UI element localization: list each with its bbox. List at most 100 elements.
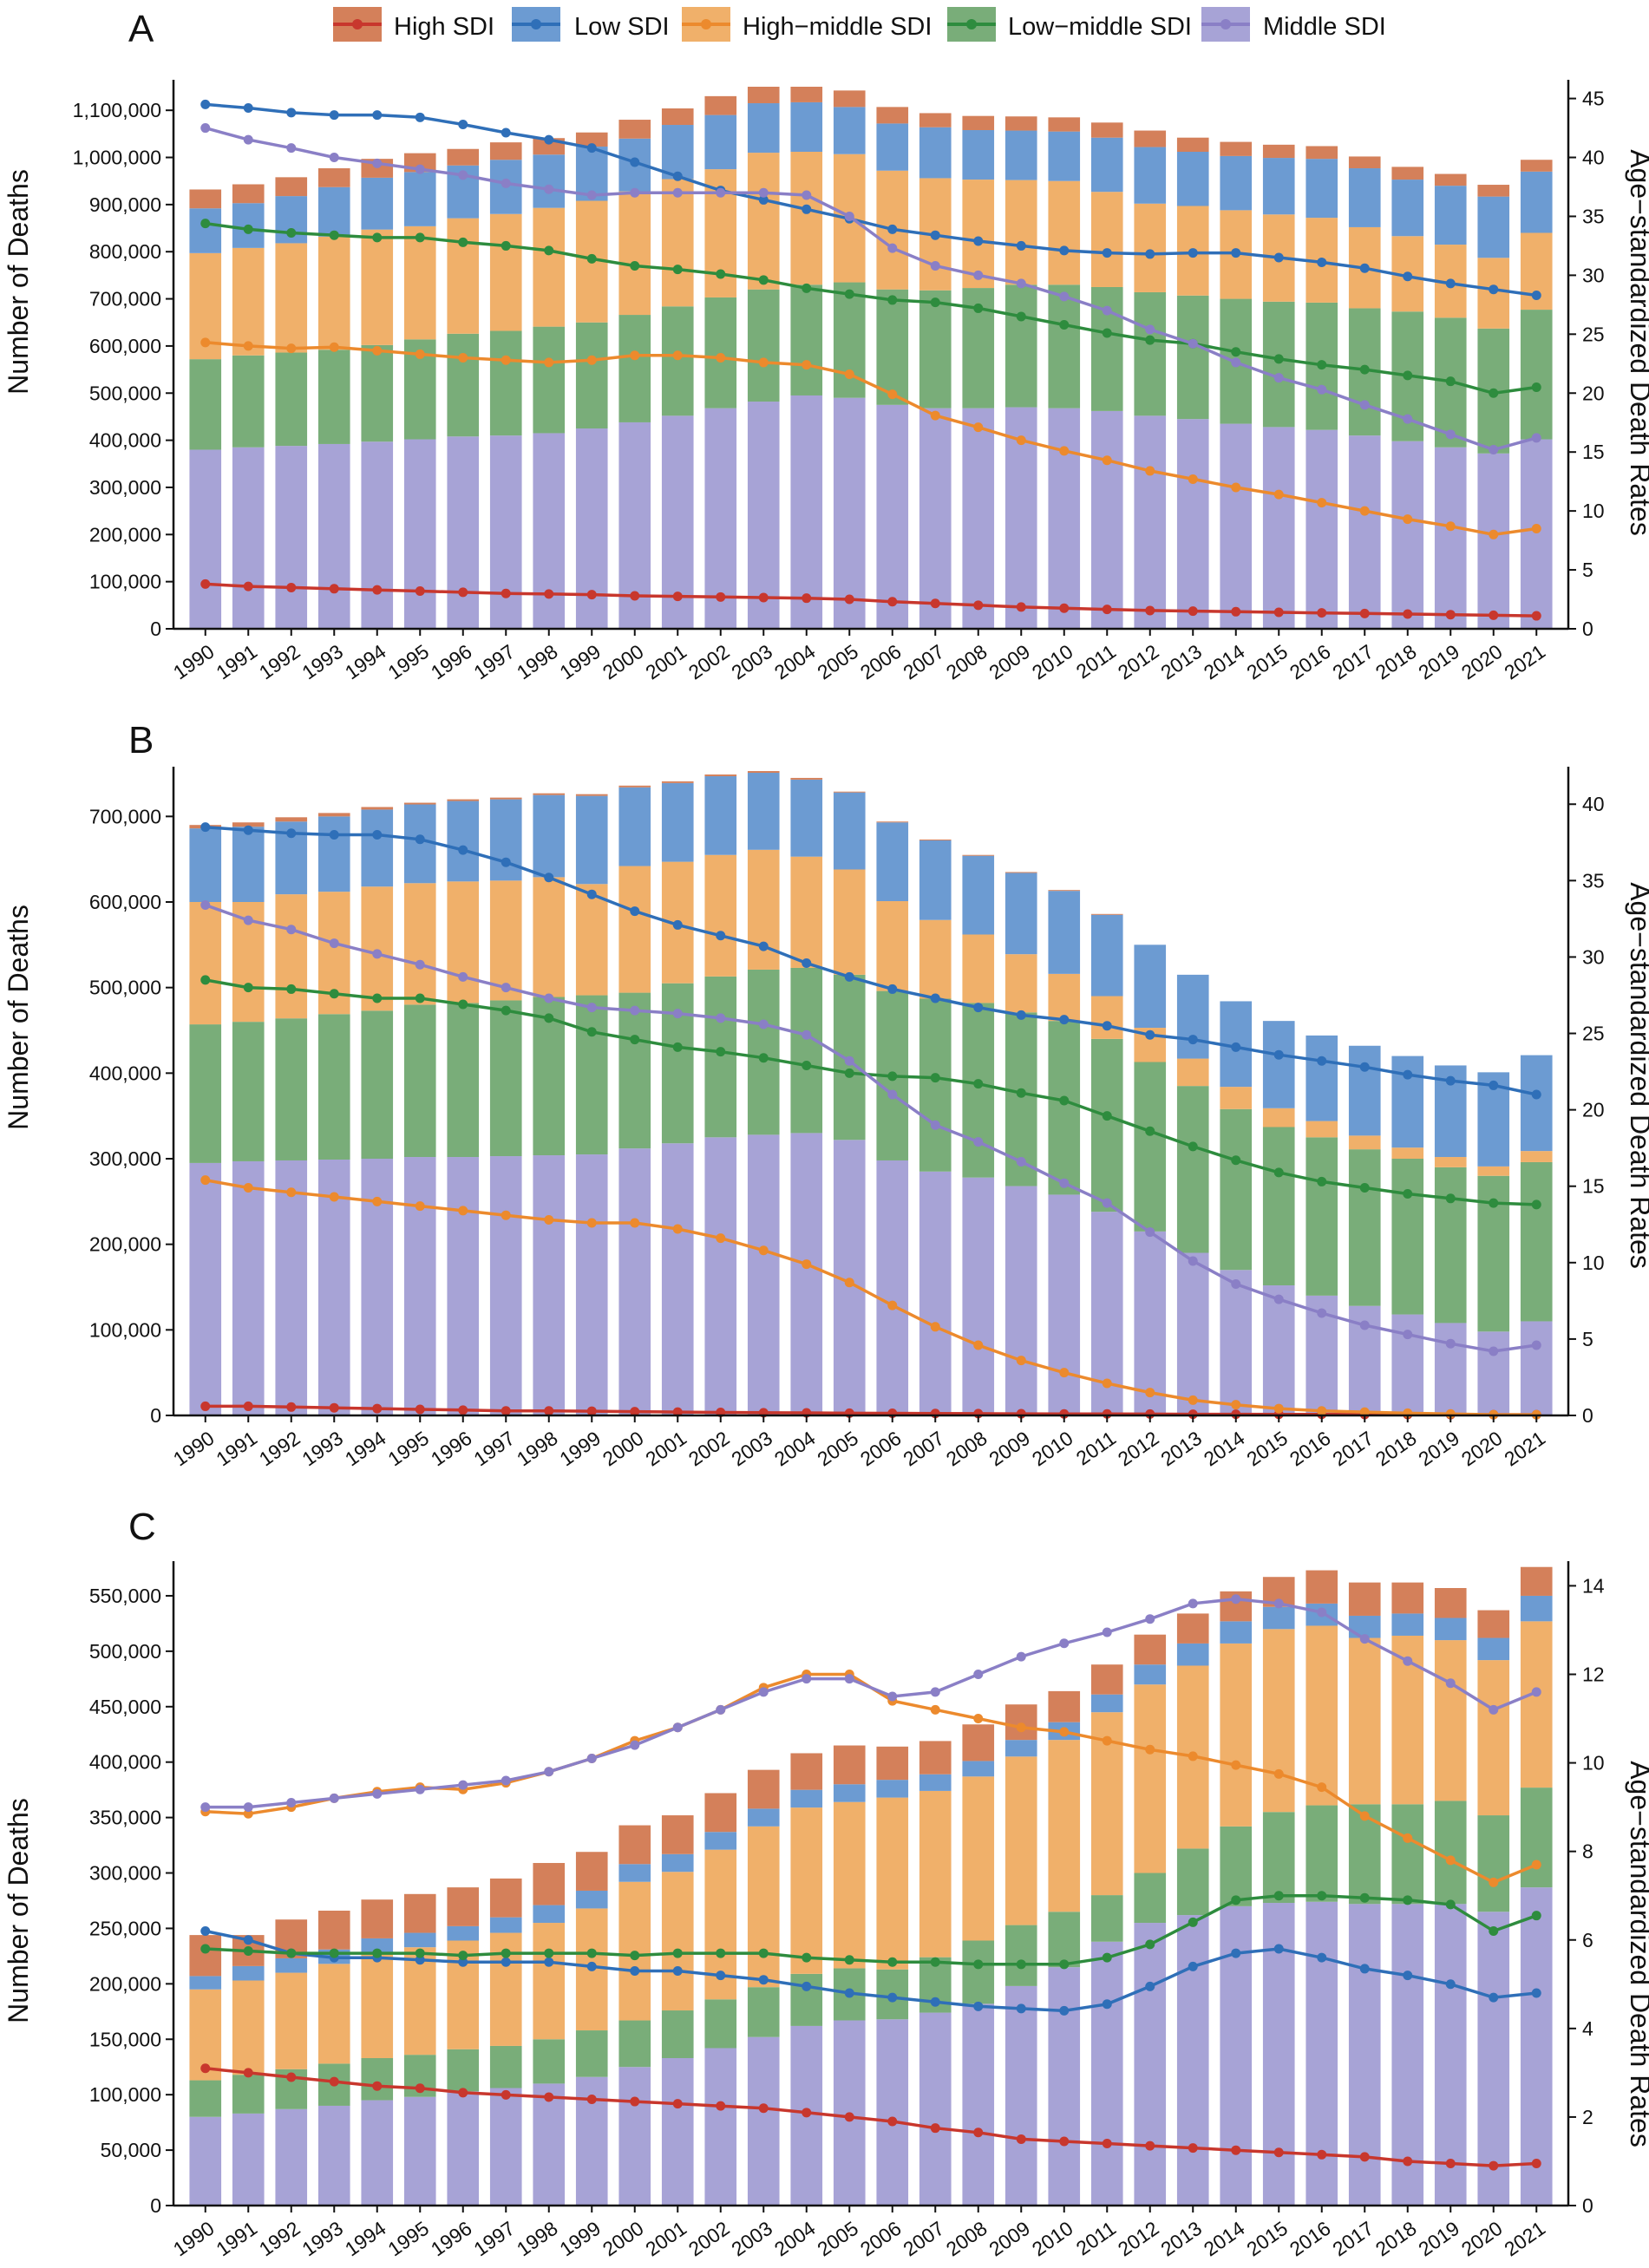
panel-c-point-high-sdi-2012 <box>1145 2141 1155 2151</box>
panel-b-point-low-middle-sdi-1992 <box>286 984 297 994</box>
panel-a-bar-middle-sdi-1993 <box>317 443 350 629</box>
panel-c-point-low-middle-sdi-2013 <box>1188 1917 1198 1927</box>
panel-a-point-low-sdi-2014 <box>1231 248 1241 258</box>
panel-a-point-high-middle-sdi-2004 <box>802 360 812 370</box>
panel-b-point-low-middle-sdi-2014 <box>1231 1155 1241 1166</box>
legend-item-low-sdi: Low SDI <box>512 7 670 42</box>
panel-c-bar-high-middle-sdi-1995 <box>403 1947 436 2056</box>
panel-c-point-low-middle-sdi-2004 <box>802 1952 812 1963</box>
panel-c-bar-high-sdi-2003 <box>747 1769 780 1809</box>
panel-c-bar-low-sdi-2007 <box>919 1774 952 1791</box>
panel-a-bar-middle-sdi-2017 <box>1348 435 1381 629</box>
panel-b-point-high-middle-sdi-1998 <box>544 1214 554 1225</box>
panel-a-xtick-label-2007: 2007 <box>899 640 948 684</box>
panel-a-point-low-sdi-1991 <box>243 102 253 113</box>
panel-b-y2tick-label: 35 <box>1582 869 1605 892</box>
panel-b-bar-low-sdi-1997 <box>489 799 522 881</box>
panel-c-bar-middle-sdi-2001 <box>661 2057 694 2206</box>
panel-c-xtick-label-2011: 2011 <box>1072 2217 1120 2260</box>
panel-a-bars <box>189 87 1553 629</box>
panel-b-bar-middle-sdi-1998 <box>533 1155 566 1415</box>
panel-c-bar-high-middle-sdi-2012 <box>1134 1684 1167 1873</box>
panel-c-bar-high-middle-sdi-2004 <box>790 1807 823 1974</box>
panel-b-bar-high-sdi-2006 <box>876 821 909 823</box>
panel-c-point-low-middle-sdi-2005 <box>844 1955 854 1965</box>
panel-b-xtick-label-2009: 2009 <box>985 1427 1034 1471</box>
panel-a-point-low-middle-sdi-2018 <box>1403 370 1413 381</box>
panel-b-bar-low-sdi-2007 <box>919 840 952 920</box>
panel-a-point-high-sdi-2015 <box>1273 607 1284 618</box>
panel-c-bar-high-sdi-2021 <box>1520 1566 1553 1596</box>
panel-a-bar-high-middle-sdi-1994 <box>361 229 394 345</box>
panel-a-bar-middle-sdi-2018 <box>1391 441 1424 629</box>
panel-a-bar-low-sdi-1990 <box>189 208 222 253</box>
panel-c-point-high-sdi-2015 <box>1273 2147 1284 2158</box>
panel-b-point-low-sdi-2008 <box>973 1003 984 1013</box>
panel-a-bar-low-sdi-1994 <box>361 177 394 230</box>
panel-c-bar-high-sdi-2006 <box>876 1746 909 1781</box>
panel-c-bar-low-middle-sdi-2011 <box>1090 1895 1123 1942</box>
panel-a-point-high-sdi-1999 <box>586 590 597 600</box>
panel-b-point-low-middle-sdi-1995 <box>415 993 425 1003</box>
panel-c-point-middle-sdi-1998 <box>544 1767 554 1777</box>
panel-c-point-high-sdi-2021 <box>1531 2159 1541 2169</box>
panel-c-bar-middle-sdi-2013 <box>1176 1915 1209 2206</box>
panel-a-bar-low-sdi-2004 <box>790 101 823 152</box>
panel-a-point-low-sdi-1996 <box>458 119 468 129</box>
panel-c-bar-high-middle-sdi-2001 <box>661 1872 694 2011</box>
panel-b-point-high-sdi-1992 <box>286 1402 297 1412</box>
panel-b-point-low-sdi-2010 <box>1059 1015 1070 1025</box>
panel-a-point-low-middle-sdi-2007 <box>930 297 940 308</box>
panel-b-bar-high-sdi-2000 <box>618 785 651 788</box>
panel-a-bar-low-middle-sdi-2000 <box>618 315 651 422</box>
panel-a-bar-middle-sdi-1996 <box>447 436 480 629</box>
panel-b-bar-middle-sdi-1996 <box>447 1157 480 1415</box>
panel-a-point-high-sdi-2009 <box>1016 602 1026 612</box>
panel-a-point-middle-sdi-2009 <box>1016 278 1026 289</box>
panel-b-bar-high-sdi-2010 <box>1048 890 1081 892</box>
panel-b-bar-middle-sdi-2004 <box>790 1133 823 1415</box>
panel-b-bar-middle-sdi-2015 <box>1262 1285 1295 1415</box>
panel-b-point-high-sdi-1998 <box>544 1406 554 1416</box>
panel-a-point-middle-sdi-2006 <box>887 243 898 253</box>
panel-c-point-high-middle-sdi-2019 <box>1445 1855 1456 1866</box>
panel-c-point-high-sdi-2016 <box>1317 2149 1327 2160</box>
panel-b-point-high-middle-sdi-2016 <box>1317 1406 1327 1416</box>
panel-b-point-high-sdi-1990 <box>200 1401 211 1411</box>
panel-a-point-high-middle-sdi-2013 <box>1188 474 1198 484</box>
panel-b-point-low-sdi-1994 <box>372 829 383 840</box>
panel-b-bar-low-middle-sdi-1998 <box>533 997 566 1156</box>
legend-label-middle-sdi: Middle SDI <box>1263 13 1386 41</box>
panel-b-point-middle-sdi-2018 <box>1403 1330 1413 1340</box>
panel-c-bar-low-sdi-2002 <box>704 1832 737 1850</box>
panel-b-xtick-label-2007: 2007 <box>899 1427 948 1471</box>
panel-a-point-high-middle-sdi-1995 <box>415 349 425 359</box>
panel-b-point-high-middle-sdi-2005 <box>844 1278 854 1288</box>
panel-a-bar-high-sdi-2000 <box>618 120 651 139</box>
panel-a-bar-middle-sdi-1995 <box>403 439 436 629</box>
panel-a-bar-low-middle-sdi-2010 <box>1048 284 1081 409</box>
panel-c-xtick-label-1997: 1997 <box>469 2217 519 2261</box>
panel-a-point-low-middle-sdi-2014 <box>1231 347 1241 357</box>
panel-b-xtick-label-1998: 1998 <box>513 1427 562 1471</box>
panel-b-bar-low-middle-sdi-1992 <box>275 1018 308 1160</box>
panel-b-point-low-sdi-2007 <box>930 993 940 1003</box>
panel-b-bar-low-middle-sdi-2016 <box>1305 1137 1338 1296</box>
panel-a-point-low-sdi-1999 <box>586 143 597 154</box>
panel-b-point-high-middle-sdi-1994 <box>372 1196 383 1206</box>
panel-b-point-high-middle-sdi-2014 <box>1231 1400 1241 1410</box>
panel-a-bar-middle-sdi-2004 <box>790 395 823 629</box>
panel-a-bar-low-middle-sdi-2004 <box>790 284 823 395</box>
panel-b-bar-high-middle-sdi-2009 <box>1004 954 1037 1013</box>
panel-a-point-middle-sdi-2016 <box>1317 384 1327 395</box>
panel-c-point-middle-sdi-2016 <box>1317 1607 1327 1618</box>
panel-b-bar-low-sdi-1993 <box>317 816 350 892</box>
panel-a-point-low-sdi-2015 <box>1273 252 1284 263</box>
panel-b-bar-high-sdi-2002 <box>704 774 737 776</box>
panel-c-point-low-middle-sdi-1999 <box>586 1948 597 1958</box>
panel-a-point-high-middle-sdi-2006 <box>887 389 898 400</box>
panel-a-point-low-sdi-2004 <box>802 204 812 214</box>
panel-a-bar-high-sdi-1997 <box>489 142 522 160</box>
panel-a-bar-low-middle-sdi-1998 <box>533 326 566 434</box>
panel-c-y2tick-label: 2 <box>1582 2106 1593 2128</box>
